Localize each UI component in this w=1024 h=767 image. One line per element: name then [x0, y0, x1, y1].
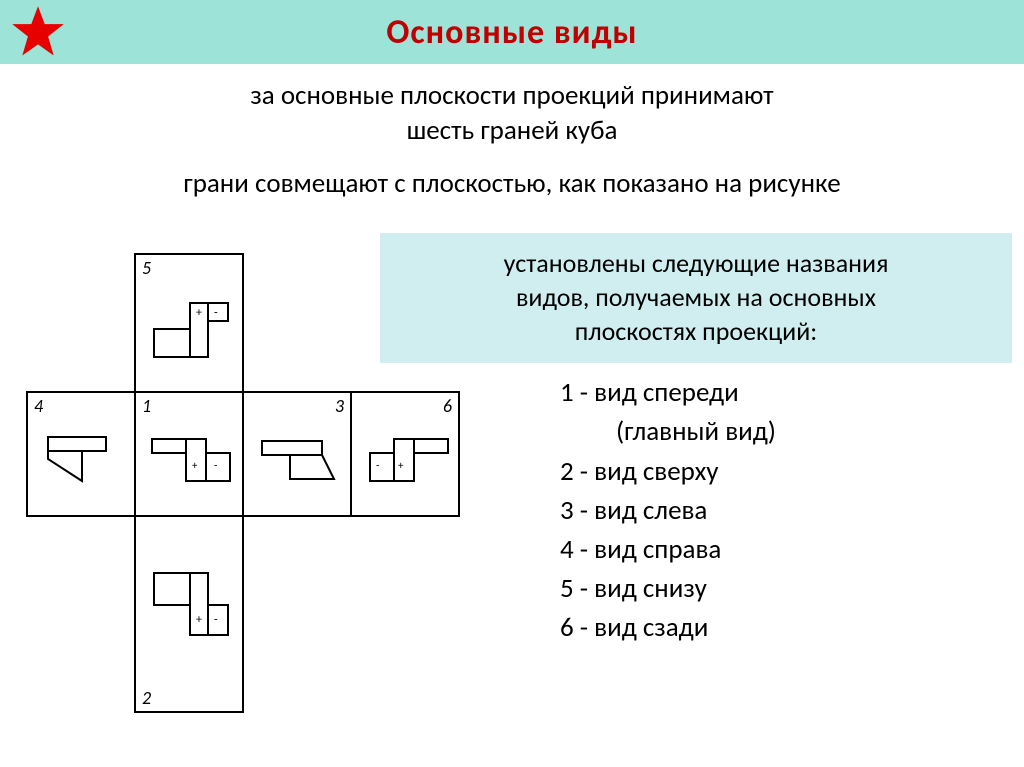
subtitle-line2: шесть граней куба — [407, 114, 618, 147]
info-box: установлены следующие названия видов, по… — [380, 233, 1012, 362]
info-line2: видов, получаемых на основных — [516, 281, 876, 313]
face-2-number: 2 — [142, 687, 151, 709]
subtitle-1: за основные плоскости проекций принимают… — [0, 78, 1024, 148]
svg-text:+: + — [196, 306, 202, 320]
face-2: 2 + - — [134, 515, 244, 713]
face-6-number: 6 — [443, 395, 452, 417]
view-item-1-sub: (главный вид) — [560, 412, 776, 451]
face-4-projection — [46, 435, 124, 485]
svg-text:-: - — [214, 613, 218, 627]
face-3-projection — [260, 439, 338, 487]
subtitle-2: грани совмещают с плоскостью, как показа… — [0, 166, 1024, 201]
face-3-number: 3 — [335, 395, 344, 417]
view-item-4: 4 - вид справа — [560, 530, 776, 569]
svg-text:-: - — [214, 459, 217, 472]
page-title: Основные виды — [0, 12, 1024, 53]
face-5: 5 + - — [134, 253, 244, 393]
svg-text:+: + — [192, 459, 198, 472]
view-item-1: 1 - вид спереди — [560, 373, 776, 412]
view-item-2: 2 - вид сверху — [560, 452, 776, 491]
subtitle-line1: за основные плоскости проекций принимают — [250, 79, 773, 112]
svg-text:-: - — [214, 306, 218, 320]
face-1: 1 + - — [134, 391, 244, 517]
svg-text:+: + — [398, 459, 404, 472]
face-1-number: 1 — [142, 395, 151, 417]
face-6-projection: - + — [366, 437, 450, 485]
info-line1: установлены следующие названия — [504, 247, 889, 279]
content-area: 5 + - 4 1 — [0, 211, 1024, 751]
face-4-number: 4 — [34, 395, 43, 417]
face-3: 3 — [242, 391, 352, 517]
face-5-number: 5 — [142, 257, 151, 279]
face-2-projection: + - — [150, 569, 232, 659]
svg-text:+: + — [196, 613, 202, 627]
views-list: 1 - вид спереди (главный вид) 2 - вид св… — [560, 373, 776, 647]
star-icon — [10, 4, 66, 60]
view-item-6: 6 - вид сзади — [560, 608, 776, 647]
info-line3: плоскостях проекций: — [575, 315, 817, 347]
view-item-3: 3 - вид слева — [560, 491, 776, 530]
face-6: 6 - + — [350, 391, 460, 517]
face-4: 4 — [26, 391, 136, 517]
svg-text:-: - — [376, 459, 379, 472]
face-1-projection: + - — [150, 437, 234, 485]
header: Основные виды — [0, 0, 1024, 64]
face-5-projection: + - — [150, 299, 232, 379]
view-item-5: 5 - вид снизу — [560, 569, 776, 608]
